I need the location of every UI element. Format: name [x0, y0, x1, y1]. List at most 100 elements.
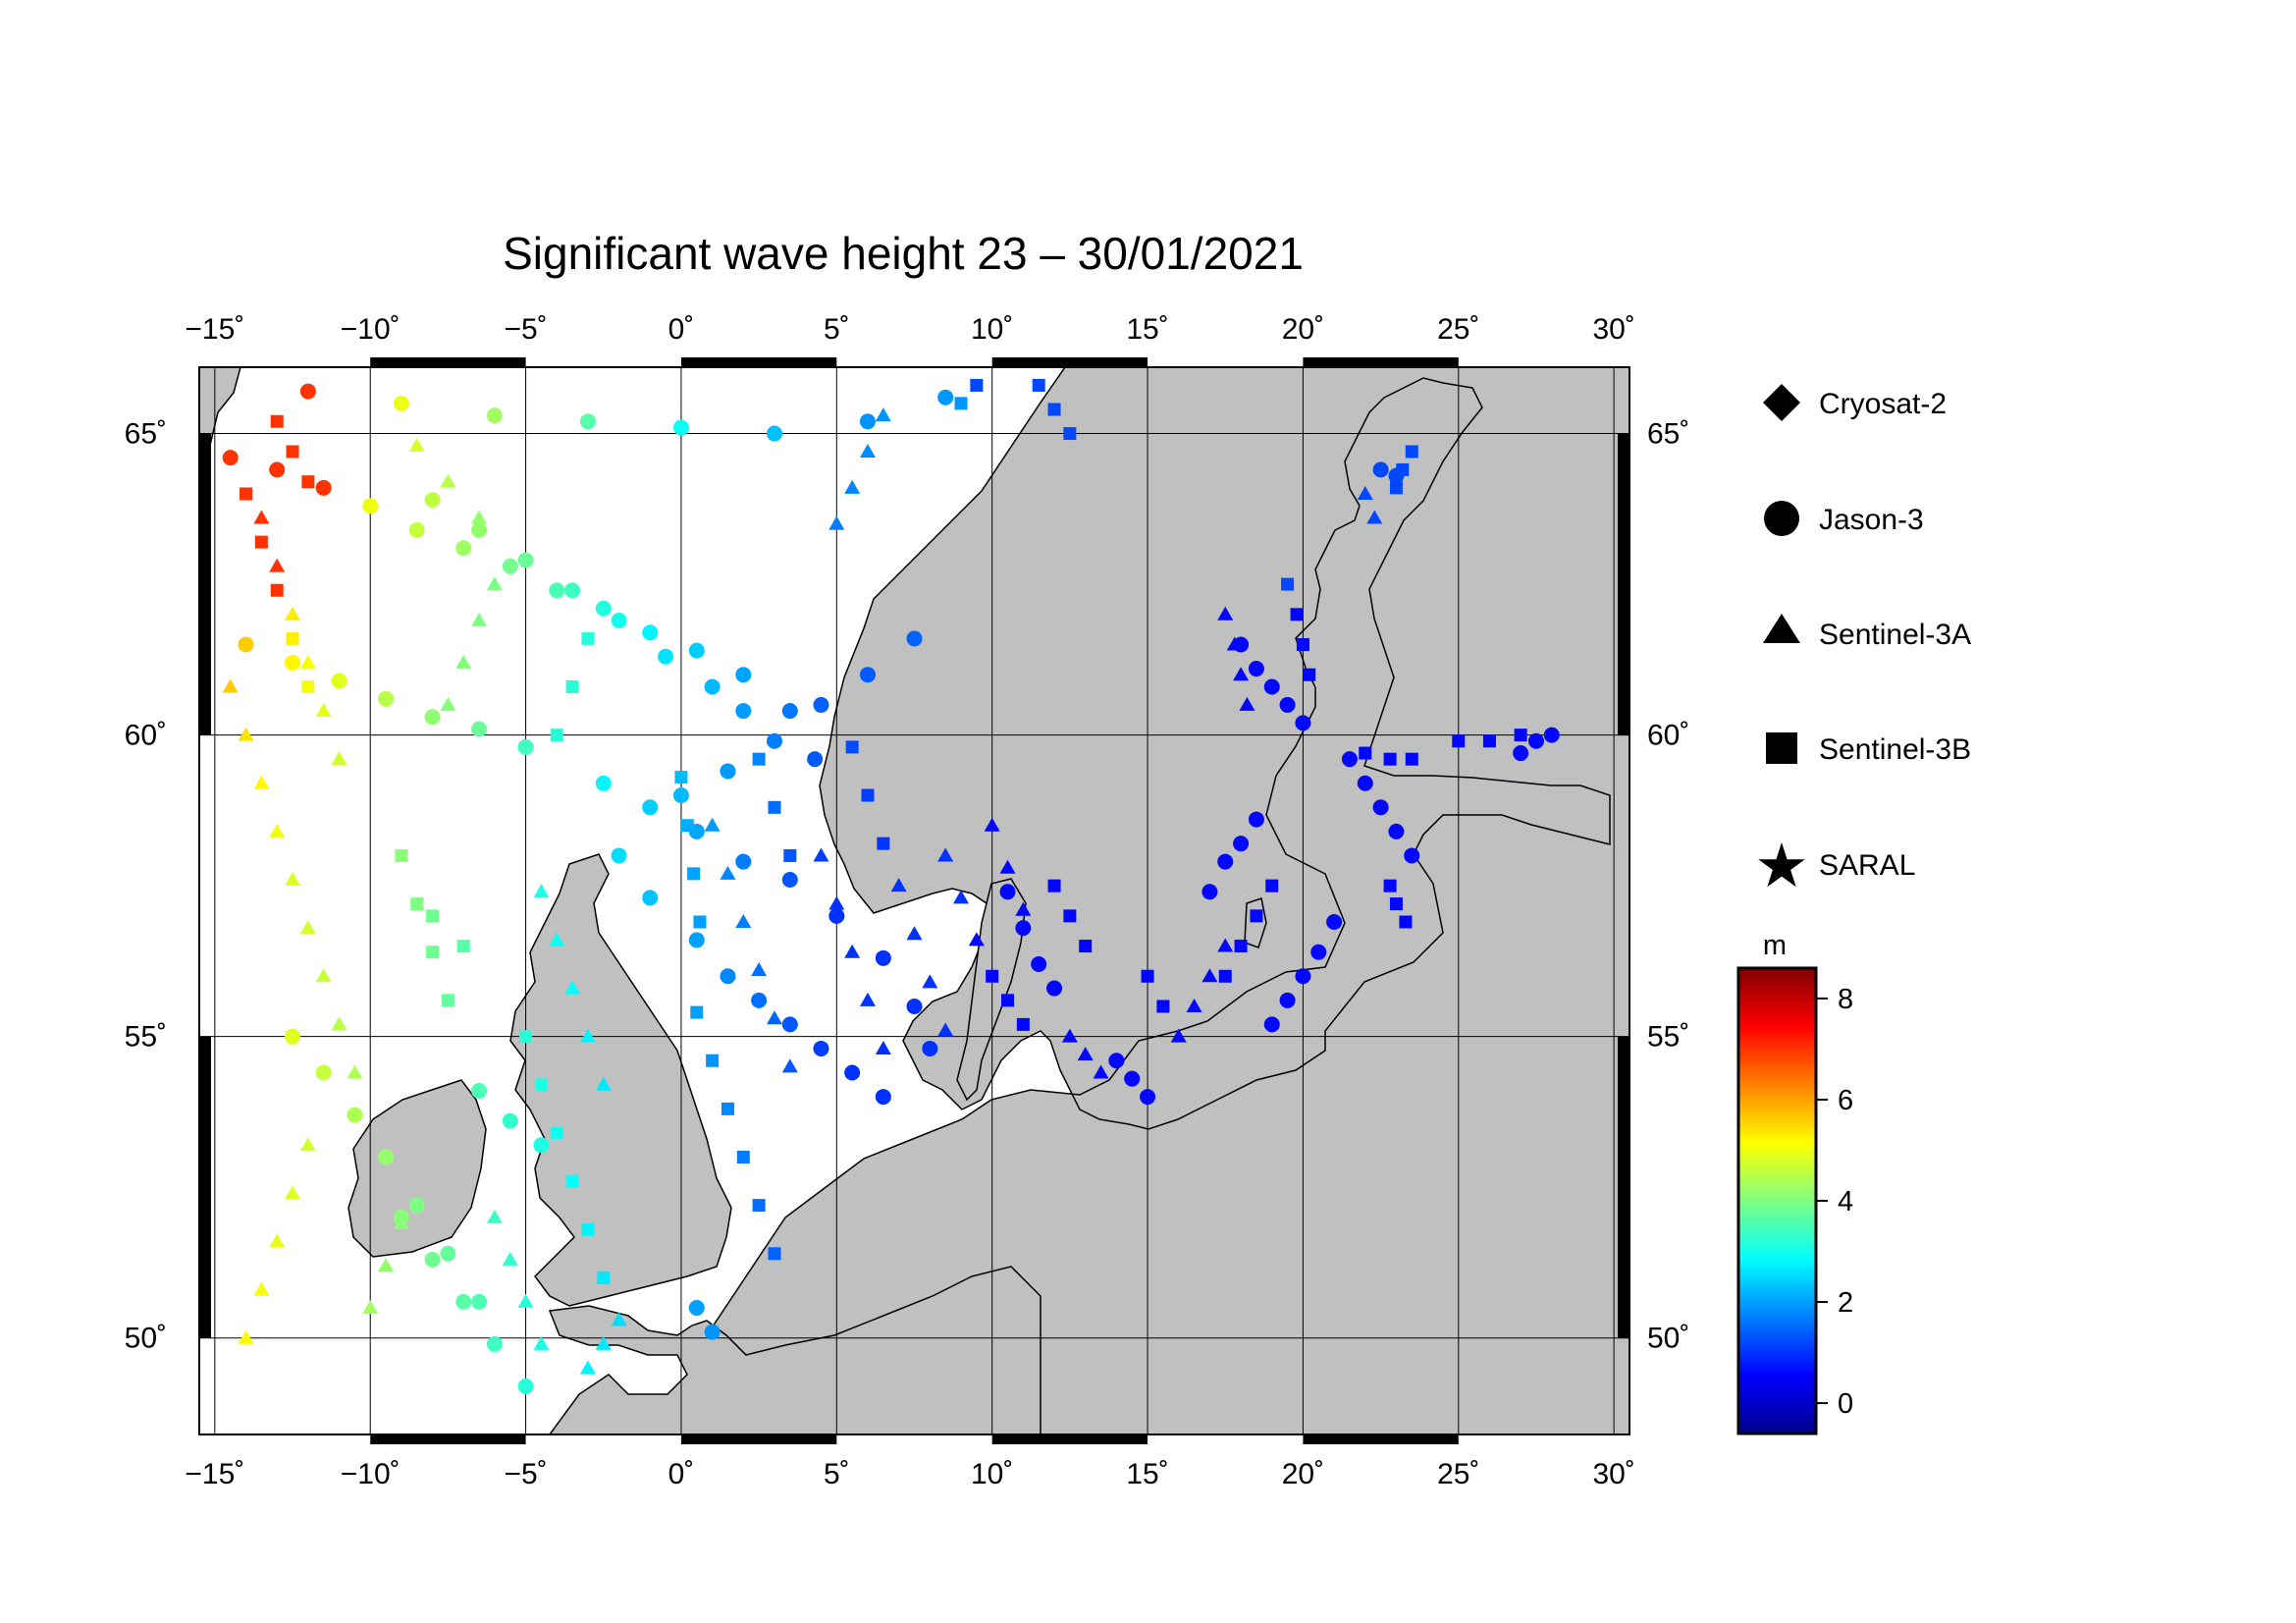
track-point-circle	[751, 992, 768, 1008]
track-point-square	[768, 1247, 781, 1261]
colorbar-gradient	[1736, 966, 1818, 1435]
lon-tick-label-bottom: 5˚	[824, 1458, 850, 1490]
track-point-triangle	[937, 847, 954, 862]
track-point-square	[1281, 577, 1295, 591]
track-point-triangle	[1093, 1064, 1109, 1079]
track-point-square	[1016, 1017, 1030, 1031]
lon-tick-label-bottom: 0˚	[668, 1458, 695, 1490]
track-point-triangle	[968, 932, 985, 947]
track-point-triangle	[502, 1251, 518, 1266]
track-point-circle	[611, 612, 627, 628]
frame-bar-right	[1618, 1036, 1629, 1338]
track-point-square	[301, 679, 315, 693]
track-point-square	[1296, 637, 1309, 651]
track-point-triangle	[1170, 1028, 1187, 1043]
track-point-triangle	[953, 890, 970, 904]
track-point-circle	[688, 1300, 705, 1317]
track-point-square	[1405, 752, 1418, 766]
track-point-triangle	[1226, 636, 1243, 651]
track-point-circle	[1388, 823, 1405, 839]
track-point-triangle	[299, 920, 316, 935]
track-point-circle	[875, 1089, 891, 1106]
track-point-triangle	[347, 1064, 363, 1079]
frame-bar-bottom	[991, 1434, 1148, 1444]
legend-label: Sentinel-3A	[1819, 619, 1971, 651]
track-point-square	[1383, 752, 1397, 766]
track-point-circle	[813, 696, 829, 713]
track-point-circle	[424, 709, 441, 726]
track-point-circle	[533, 1137, 550, 1154]
track-point-triangle	[922, 974, 938, 989]
track-point-square	[1032, 378, 1045, 392]
track-point-circle	[579, 413, 596, 430]
track-point-square	[1001, 994, 1015, 1007]
track-point-circle	[362, 498, 379, 514]
track-point-circle	[1248, 811, 1264, 828]
lon-tick-label-top: −15˚	[185, 313, 244, 346]
track-point-square	[783, 848, 797, 862]
track-point-square	[301, 475, 315, 489]
track-point-circle	[408, 521, 425, 538]
frame-bar-bottom	[680, 1434, 837, 1444]
track-point-square	[426, 909, 440, 923]
track-point-square	[519, 1030, 533, 1044]
colorbar-tick-label: 4	[1838, 1186, 1853, 1217]
track-point-circle	[781, 703, 798, 720]
track-point-square	[1250, 909, 1263, 923]
track-point-circle	[781, 872, 798, 889]
track-point-square	[270, 583, 284, 597]
track-point-triangle	[238, 1329, 254, 1344]
track-point-circle	[1108, 1053, 1125, 1069]
track-point-circle	[595, 775, 612, 791]
track-point-square	[581, 1222, 595, 1236]
lon-tick-label-top: 5˚	[824, 313, 850, 346]
track-point-square	[680, 819, 694, 833]
track-point-circle	[315, 1064, 332, 1081]
lon-tick-label-top: −10˚	[341, 313, 400, 346]
track-point-circle	[285, 654, 301, 671]
track-point-circle	[517, 552, 534, 568]
frame-bar-right	[1618, 433, 1629, 735]
colorbar-tick-label: 2	[1838, 1287, 1853, 1319]
legend-item-saral: SARAL	[1758, 842, 1915, 888]
track-point-square	[240, 487, 253, 501]
track-point-square	[721, 1102, 734, 1115]
track-point-triangle	[253, 775, 270, 789]
track-point-square	[1359, 746, 1372, 760]
track-point-square	[1265, 879, 1279, 893]
track-point-square	[550, 1126, 563, 1140]
track-point-triangle	[875, 1040, 891, 1055]
legend-label: Jason-3	[1819, 504, 1924, 536]
track-point-triangle	[1217, 606, 1234, 621]
track-point-circle	[486, 1335, 503, 1352]
track-point-triangle	[253, 510, 270, 524]
track-point-square	[441, 994, 454, 1007]
track-point-triangle	[471, 612, 488, 626]
satellite-tracks	[222, 378, 1560, 1394]
track-point-triangle	[299, 654, 316, 669]
track-point-triangle	[533, 884, 550, 898]
track-point-square	[845, 740, 859, 754]
track-point-square	[1399, 915, 1413, 929]
track-point-triangle	[1186, 998, 1202, 1012]
track-point-circle	[517, 1378, 534, 1394]
lat-tick-label-right: 65˚	[1647, 418, 1689, 451]
track-point-square	[690, 1005, 704, 1019]
lon-tick-label-top: −5˚	[504, 313, 547, 346]
track-point-triangle	[455, 654, 472, 669]
track-point-triangle	[440, 473, 456, 488]
track-point-circle	[658, 648, 674, 665]
lat-tick-label-right: 55˚	[1647, 1021, 1689, 1054]
lat-tick-label-left: 50˚	[125, 1323, 167, 1355]
track-point-circle	[517, 738, 534, 755]
track-point-triangle	[751, 962, 768, 977]
track-point-triangle	[828, 895, 845, 910]
diamond-icon	[1763, 384, 1800, 421]
track-point-circle	[1031, 955, 1047, 972]
track-point-triangle	[1233, 667, 1250, 681]
track-point-triangle	[1366, 510, 1383, 524]
track-point-square	[1514, 729, 1527, 742]
track-point-circle	[766, 425, 782, 442]
track-point-triangle	[890, 878, 907, 893]
lon-tick-label-bottom: −15˚	[185, 1458, 244, 1490]
